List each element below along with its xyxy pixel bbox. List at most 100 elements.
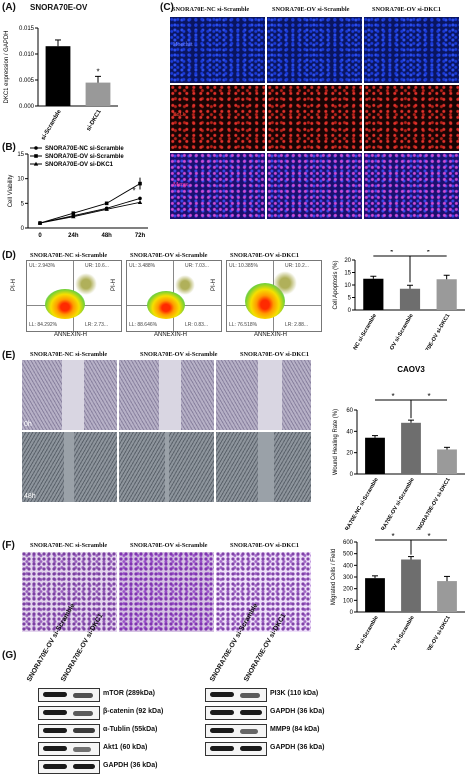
panel-d-header-2: SNORA70E-OV si-Scramble [130, 252, 208, 259]
b-ytick-label: 15 [17, 152, 24, 158]
b-ytick-label: 0 [21, 226, 25, 232]
wound-48h-2 [119, 432, 214, 502]
b-xtick-label: 24h [68, 233, 79, 239]
panel-g-label: (G) [2, 650, 17, 661]
e-ytick-label: 40 [346, 429, 353, 435]
panel-a-label: (A) [2, 2, 16, 13]
b-series-line-1 [39, 197, 141, 224]
e-ytick-label: 60 [346, 408, 353, 414]
d-ytick-label: 0 [348, 308, 352, 314]
d-bar-2 [399, 288, 421, 310]
panel-f-header-2: SNORA70E-OV si-Scramble [130, 542, 208, 549]
b-series-line-3 [39, 201, 141, 224]
wound-48h-3 [216, 432, 311, 502]
flow-plot-3: UL: 10.385% UR: 10.2... LL: 76.518% LR: … [226, 260, 322, 332]
d-ytick-label: 15 [344, 271, 351, 277]
f-significance-1: * [391, 532, 394, 541]
panel-e-header-2: SNORA70E-OV si-Scramble [140, 351, 218, 358]
e-ytick-label: 0 [350, 472, 354, 478]
f-ytick-label: 100 [343, 598, 354, 604]
d-xtick-label-1: SNORA70E-NC si-Scramble [337, 313, 378, 350]
b-series-line-2 [39, 183, 141, 224]
blot-label-gapdh-right-1: GAPDH (36 kDa) [270, 708, 325, 715]
transwell-image-2 [119, 552, 214, 632]
b-point [37, 220, 43, 225]
merge-image-1 [170, 153, 265, 219]
f-significance-2: * [427, 532, 430, 541]
panel-d-header-1: SNORA70E-NC si-Scramble [30, 252, 108, 259]
flow-2-lr: LR: 0.83... [185, 322, 209, 328]
b-legend-marker [33, 161, 39, 166]
e-xtick-label-2: SNORA70E-OV si-Scramble [374, 477, 415, 530]
panel-c-label: (C) [160, 2, 174, 13]
flow-3-ul: UL: 10.385% [229, 263, 258, 269]
flow-3-ll: LL: 76.518% [229, 322, 258, 328]
a-ytick-label: 0.000 [19, 104, 35, 110]
blot-label-gapdh-right-2: GAPDH (36 kDa) [270, 744, 325, 751]
flow-3-ur: UR: 10.2... [285, 263, 309, 269]
d-bar-3 [436, 279, 457, 310]
d-ylabel: Cell Apoptosis (%) [333, 260, 339, 309]
f-xtick-label-1: SNORA70E-NC si-Scramble [338, 615, 379, 650]
panel-c-header-2: SNORA70E-OV si-Scramble [272, 6, 350, 13]
d-xtick-label-2: SNORA70E-OV si-Scramble [373, 313, 414, 350]
flow-2-xaxis: ANNEXIN-H [154, 332, 188, 338]
blot-mtor [38, 688, 100, 702]
flow-1-ul: UL: 2.943% [29, 263, 56, 269]
hoechst-image-3 [364, 17, 459, 83]
d-xtick-label-3: SNORA70E-OV si-DKC1 [415, 313, 451, 350]
e-chart-title: CAOV3 [397, 365, 425, 374]
flow-1-xaxis: ANNEXIN-H [54, 332, 88, 338]
flow-1-yaxis: PI-H [11, 279, 17, 291]
f-bar-3 [437, 581, 457, 612]
a-bar-2 [85, 82, 111, 106]
b-ylabel: Cell Viability [8, 175, 14, 208]
f-ytick-label: 200 [343, 587, 354, 593]
d-bar-1 [363, 278, 384, 310]
flow-1-ll: LL: 84.292% [29, 322, 58, 328]
a-xtick-label-1: si-Scramble [41, 108, 64, 140]
f-ytick-label: 400 [343, 563, 354, 569]
b-legend-label-1: SNORA70E-NC si-Scramble [45, 146, 124, 152]
blot-akt1 [38, 742, 100, 756]
hoechst-image-2 [267, 17, 362, 83]
flow-2-ll: LL: 88.646% [129, 322, 158, 328]
merge-image-2 [267, 153, 362, 219]
e-xtick-label-1: SNORA70E-NC si-Scramble [338, 477, 379, 530]
panel-f-chart: 0 100 200 300 400 500 600 Migrated Cells / Fiel… [331, 532, 465, 650]
panel-d-chart: 0 5 10 15 20 Cell Apoptosis (%) SNORA70E-NC si… [333, 250, 465, 350]
panel-e-header-1: SNORA70E-NC si-Scramble [30, 351, 108, 358]
panel-f-header-3: SNORA70E-OV si-DKC1 [230, 542, 299, 549]
panel-d-label: (D) [2, 250, 16, 261]
transwell-image-1 [22, 552, 117, 632]
e-bar-1 [365, 437, 385, 474]
b-ytick-label: 5 [21, 201, 25, 207]
edu-image-1 [170, 85, 265, 151]
e-significance-1: * [391, 392, 394, 401]
b-xtick-label: 0 [38, 233, 42, 239]
a-ytick-label: 0.015 [19, 26, 35, 32]
blot-label-beta-catenin: β-catenin (92 kDa) [103, 708, 164, 715]
blot-label-mtor: mTOR (289kDa) [103, 690, 156, 697]
blot-label-gapdh-left: GAPDH (36 kDa) [103, 762, 158, 769]
row-label-edu: EdU [173, 112, 184, 118]
b-significance: * [132, 186, 135, 195]
merge-image-3 [364, 153, 459, 219]
flow-3-yaxis: PI-H [211, 279, 217, 291]
f-ylabel: Migrated Cells / Field [331, 549, 337, 605]
d-ytick-label: 20 [344, 258, 351, 264]
flow-1-ur: UR: 10.6... [85, 263, 109, 269]
panel-a-title: SNORA70E-OV [30, 3, 88, 12]
flow-3-xaxis: ANNEXIN-H [254, 332, 288, 338]
hoechst-image-1 [170, 17, 265, 83]
panel-b-label: (B) [2, 142, 16, 153]
e-xtick-label-3: SNORA70E-OV si-DKC1 [415, 477, 451, 530]
edu-image-3 [364, 85, 459, 151]
d-ytick-label: 5 [348, 296, 352, 302]
panel-b-chart: 0 5 10 15 0 24h 48h 72h Cell Viability SNORA70E-N… [8, 146, 148, 239]
edu-image-2 [267, 85, 362, 151]
wound-0h-3 [216, 360, 311, 430]
f-ytick-label: 500 [343, 552, 354, 558]
wound-0h-2 [119, 360, 214, 430]
blot-pi3k [205, 688, 267, 702]
